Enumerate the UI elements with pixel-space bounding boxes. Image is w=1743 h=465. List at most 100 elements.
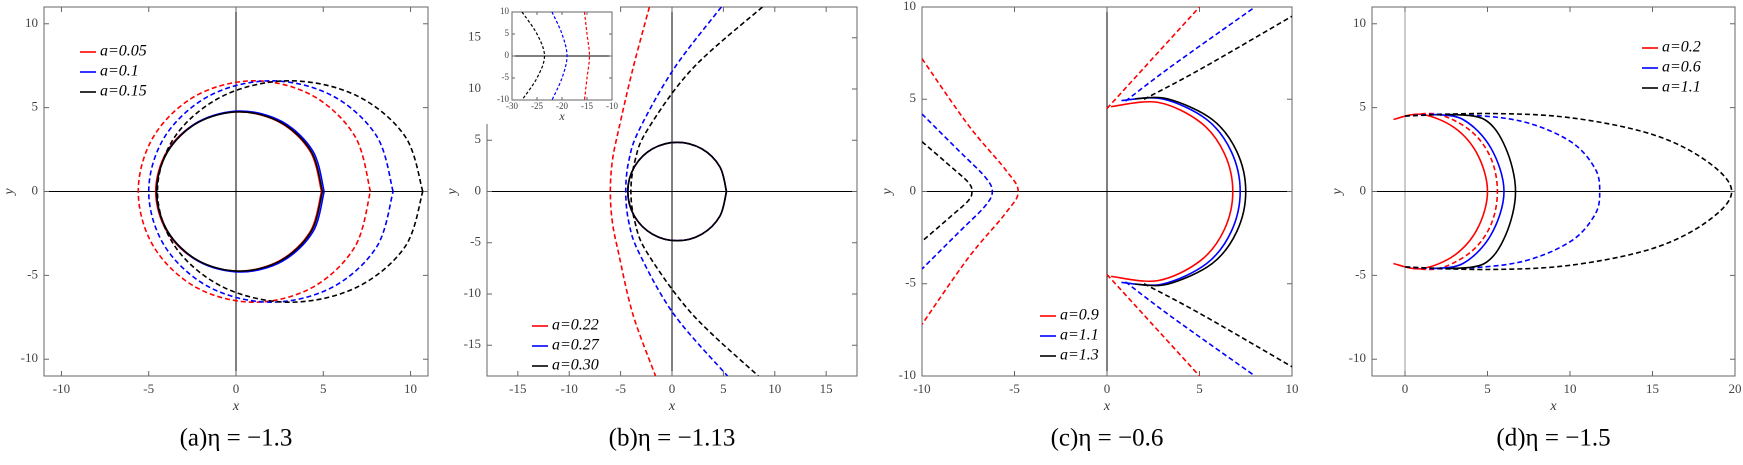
y-tick-label: -10 [497, 94, 509, 104]
x-tick-label: 5 [1196, 381, 1203, 396]
x-tick-label: 10 [768, 381, 781, 396]
y-tick-label: 0 [505, 50, 510, 60]
plot-area [137, 79, 424, 304]
curve [521, 12, 546, 100]
y-tick-label: 5 [1360, 99, 1367, 114]
x-tick-label: 5 [1484, 381, 1491, 396]
y-tick-label: 0 [32, 182, 39, 197]
x-tick-label: -10 [606, 101, 618, 111]
curve [624, 7, 729, 376]
x-axis-label: x [232, 399, 240, 414]
y-tick-label: -10 [21, 350, 38, 365]
x-tick-label: -25 [531, 101, 543, 111]
x-tick-label: -30 [506, 101, 518, 111]
y-tick-label: -5 [1355, 266, 1366, 281]
y-tick-label: -5 [470, 234, 481, 249]
y-axis-label: y [445, 188, 460, 197]
x-tick-label: 5 [720, 381, 727, 396]
legend-label: a=1.3 [1060, 347, 1099, 364]
y-tick-label: 0 [475, 182, 482, 197]
x-tick-label: -10 [53, 381, 70, 396]
x-tick-label: -10 [913, 381, 930, 396]
curve [156, 79, 424, 304]
legend-label: a=1.1 [1060, 327, 1099, 344]
x-tick-label: 0 [669, 381, 676, 396]
x-tick-label: -5 [615, 381, 626, 396]
x-tick-label: 15 [820, 381, 833, 396]
x-tick-label: 10 [1564, 381, 1577, 396]
x-tick-label: 10 [1286, 381, 1299, 396]
y-tick-label: -5 [27, 266, 38, 281]
y-axis-label: y [2, 188, 17, 197]
y-tick-label: 5 [910, 90, 917, 105]
y-tick-label: 0 [910, 182, 917, 197]
curve [922, 7, 1256, 376]
x-tick-label: 20 [1729, 381, 1742, 396]
y-tick-label: 5 [475, 131, 482, 146]
legend-label: a=0.27 [552, 337, 600, 354]
curve [922, 7, 1201, 376]
plot-area [1393, 112, 1733, 271]
legend-label: a=0.05 [100, 43, 147, 60]
caption: (a)η = −1.3 [180, 425, 293, 452]
y-tick-label: -5 [905, 275, 916, 290]
curve [1134, 96, 1247, 287]
y-tick-label: -5 [502, 72, 510, 82]
y-tick-label: 10 [468, 80, 481, 95]
legend-label: a=1.1 [1662, 79, 1701, 96]
legend-label: a=0.2 [1662, 39, 1701, 56]
curve [1121, 96, 1242, 287]
x-tick-label: 0 [233, 381, 240, 396]
y-tick-label: 15 [468, 29, 481, 44]
x-axis-label: x [668, 399, 676, 414]
y-tick-label: -10 [899, 367, 916, 382]
x-tick-label: 0 [1104, 381, 1111, 396]
x-tick-label: -5 [143, 381, 154, 396]
x-tick-label: 5 [320, 381, 327, 396]
legend-label: a=0.6 [1662, 59, 1701, 76]
curve [147, 79, 394, 304]
y-axis-label: y [880, 188, 895, 197]
x-tick-label: 0 [1402, 381, 1409, 396]
x-tick-label: -5 [1009, 381, 1020, 396]
curve [1404, 112, 1499, 271]
caption: (b)η = −1.13 [609, 425, 736, 452]
curve [137, 79, 372, 304]
x-tick-label: 15 [1646, 381, 1659, 396]
caption: (c)η = −0.6 [1051, 425, 1164, 452]
curve [551, 12, 568, 100]
caption: (d)η = −1.5 [1496, 425, 1610, 452]
x-axis-label: x [1103, 399, 1111, 414]
plot-area [922, 7, 1292, 376]
x-tick-label: -10 [561, 381, 578, 396]
y-tick-label: 0 [1360, 182, 1367, 197]
y-tick-label: 10 [500, 6, 510, 16]
curve [1393, 113, 1489, 270]
y-tick-label: 10 [25, 15, 38, 30]
x-axis-label: x [1549, 399, 1557, 414]
curve [1429, 113, 1505, 270]
curve [1446, 113, 1517, 270]
curve [630, 7, 763, 376]
legend-label: a=0.1 [100, 63, 139, 80]
y-tick-label: 10 [903, 0, 916, 13]
x-tick-label: -15 [509, 381, 526, 396]
plot-area [609, 7, 763, 376]
curve [922, 15, 1292, 368]
x-tick-label: -15 [581, 101, 593, 111]
y-tick-label: 5 [505, 28, 510, 38]
curve [1110, 100, 1234, 283]
y-tick-label: -10 [1349, 350, 1366, 365]
y-axis-label: y [1330, 188, 1345, 197]
legend-label: a=0.22 [552, 317, 599, 334]
legend-label: a=0.9 [1060, 307, 1099, 324]
curve [155, 111, 324, 272]
y-tick-label: 5 [32, 99, 39, 114]
legend-label: a=0.15 [100, 83, 147, 100]
y-tick-label: -15 [464, 336, 481, 351]
x-tick-label: 10 [404, 381, 417, 396]
y-tick-label: 10 [1353, 15, 1366, 30]
y-tick-label: -10 [464, 285, 481, 300]
plot-area [521, 12, 591, 100]
